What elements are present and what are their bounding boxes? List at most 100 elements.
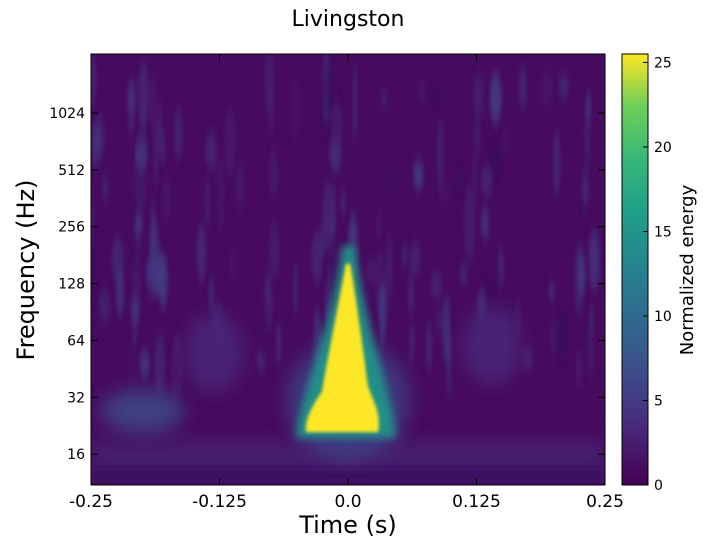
noise-streak	[293, 262, 298, 316]
noise-streak	[91, 235, 99, 290]
noise-streak	[267, 77, 274, 140]
noise-streak	[589, 303, 595, 330]
colorbar-label: Normalized energy	[677, 184, 698, 355]
noise-streak	[134, 253, 140, 277]
noise-streak	[417, 79, 427, 103]
x-tick-label: -0.25	[69, 492, 113, 512]
noise-streak	[473, 153, 478, 206]
noise-streak	[224, 107, 236, 177]
noise-streak	[116, 269, 125, 317]
noise-streak	[408, 271, 414, 316]
noise-streak	[324, 65, 330, 124]
noise-streak	[574, 243, 584, 315]
noise-streak	[138, 61, 149, 132]
noise-streak	[473, 113, 481, 162]
noise-streak	[330, 100, 343, 153]
plot-area	[91, 54, 605, 485]
noise-streak	[556, 303, 567, 365]
noise-streak	[382, 157, 395, 201]
noise-streak	[160, 127, 165, 166]
noise-streak	[489, 72, 502, 124]
noise-streak	[437, 118, 444, 192]
noise-streak	[352, 63, 357, 140]
noise-streak	[196, 222, 207, 283]
y-tick-label: 64	[67, 333, 85, 349]
noise-streak	[376, 210, 382, 240]
noise-streak	[549, 280, 555, 301]
y-tick-label: 16	[67, 447, 85, 463]
noise-streak	[255, 349, 266, 372]
heatmap-texture	[91, 54, 605, 485]
noise-streak	[91, 54, 96, 108]
noise-streak	[230, 245, 236, 284]
colorbar-tick-label: 10	[654, 309, 672, 325]
x-tick-label: 0.0	[334, 492, 361, 512]
colorbar-tick-label: 25	[654, 55, 672, 71]
noise-streak	[558, 73, 569, 98]
noise-streak	[463, 185, 476, 262]
noise-streak	[434, 304, 444, 335]
noise-streak	[210, 127, 218, 184]
noise-streak	[130, 293, 141, 320]
noise-streak	[544, 250, 551, 284]
noise-streak	[585, 88, 592, 121]
noise-streak	[459, 264, 468, 285]
noise-streak	[268, 220, 280, 279]
heatmap-features	[100, 245, 522, 461]
noise-streak	[162, 171, 171, 223]
colorbar-tick-label: 5	[654, 393, 663, 409]
noise-streak	[580, 206, 588, 227]
noise-streak	[148, 74, 157, 132]
x-tick-label: 0.25	[586, 492, 624, 512]
noise-streak	[413, 160, 424, 191]
noise-streak	[480, 247, 486, 283]
noise-streak	[263, 308, 269, 368]
energy-blob	[100, 389, 185, 434]
noise-streak	[384, 233, 394, 304]
y-axis: 16 32 64 128 256 512 1024	[49, 106, 605, 463]
noise-streak	[208, 275, 215, 317]
noise-streak	[553, 129, 561, 200]
noise-streak	[576, 349, 583, 387]
noise-streak	[521, 349, 534, 370]
x-tick-label: -0.125	[192, 492, 247, 512]
y-tick-label: 256	[58, 220, 85, 236]
noise-streak	[170, 333, 183, 403]
noise-streak	[154, 333, 166, 397]
noise-streak	[205, 174, 210, 229]
colorbar-axis: 0 5 10 15 20 25	[643, 55, 672, 494]
noise-streak	[94, 114, 105, 159]
energy-blob	[184, 312, 245, 393]
noise-streak	[489, 257, 501, 316]
y-axis-label: Frequency (Hz)	[12, 180, 40, 361]
x-axis: -0.25 -0.125 0.0 0.125 0.25	[69, 54, 624, 512]
noise-streak	[518, 65, 527, 108]
noise-streak	[157, 98, 162, 157]
noise-streak	[379, 280, 386, 349]
noise-streak	[216, 154, 225, 233]
noise-streak	[430, 271, 443, 300]
noise-streak	[311, 232, 323, 283]
noise-streak	[380, 89, 388, 109]
x-tick-label: 0.125	[452, 492, 501, 512]
noise-streak	[409, 322, 415, 365]
chart-title: Livingston	[292, 7, 405, 32]
chirp-core	[305, 263, 379, 433]
noise-streak	[290, 79, 300, 142]
noise-streak	[126, 78, 138, 112]
noise-streak	[425, 322, 432, 371]
noise-streak	[158, 252, 168, 310]
y-tick-label: 32	[67, 390, 85, 406]
x-axis-label: Time (s)	[298, 511, 397, 539]
noise-streak	[480, 166, 493, 196]
noise-streak	[588, 229, 600, 291]
noise-streak	[480, 206, 490, 240]
noise-streak	[409, 241, 421, 278]
colorbar-tick-label: 20	[654, 140, 672, 156]
noise-streak	[139, 350, 150, 379]
noise-streak	[123, 289, 132, 317]
noise-streak	[236, 160, 244, 212]
noise-streak	[276, 322, 281, 366]
noise-streak	[91, 202, 94, 248]
